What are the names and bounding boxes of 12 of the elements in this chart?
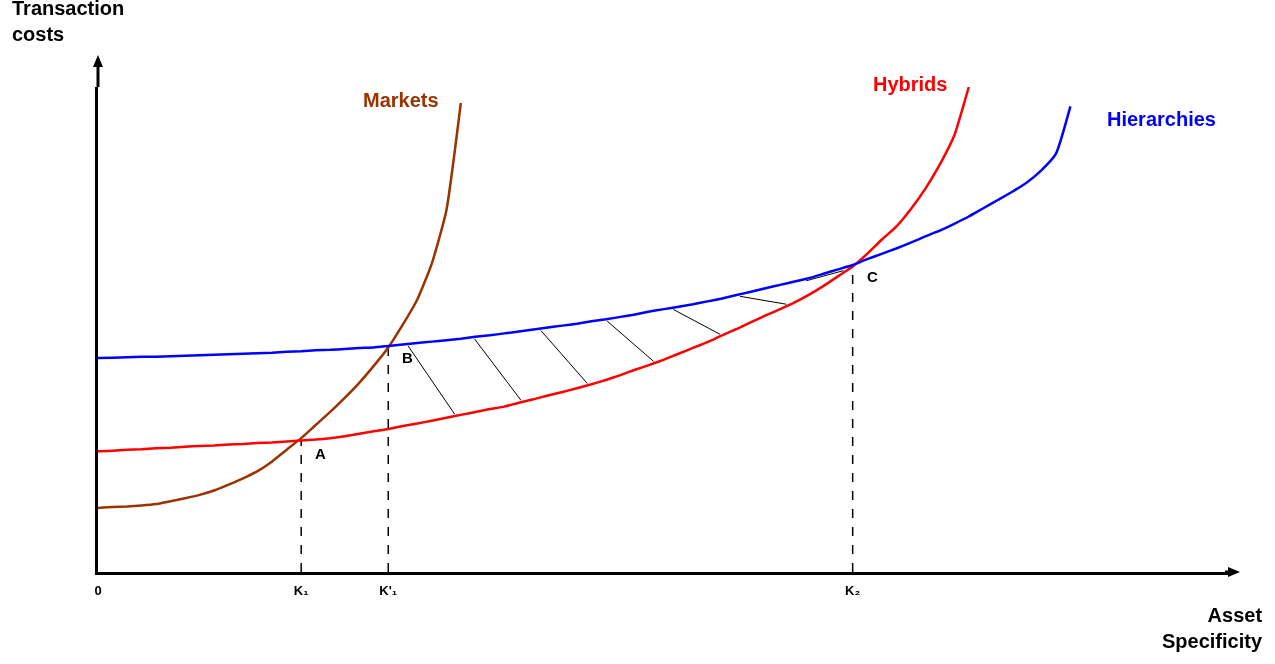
- y-axis-title: Transaction costs: [12, 0, 125, 45]
- series-label: Markets: [363, 89, 439, 111]
- annotation: B: [402, 349, 413, 366]
- annotation: C: [867, 268, 878, 285]
- series-label: Hierarchies: [1107, 108, 1216, 130]
- annotation: A: [315, 445, 326, 462]
- series-label: Hybrids: [873, 73, 948, 95]
- x-tick-label: K₁: [293, 582, 309, 598]
- x-axis-title: Asset Specificity: [1162, 604, 1263, 652]
- x-tick-label: K₂: [845, 582, 861, 598]
- x-tick-label: K'₁: [379, 582, 398, 598]
- x-tick-label: 0: [94, 582, 102, 598]
